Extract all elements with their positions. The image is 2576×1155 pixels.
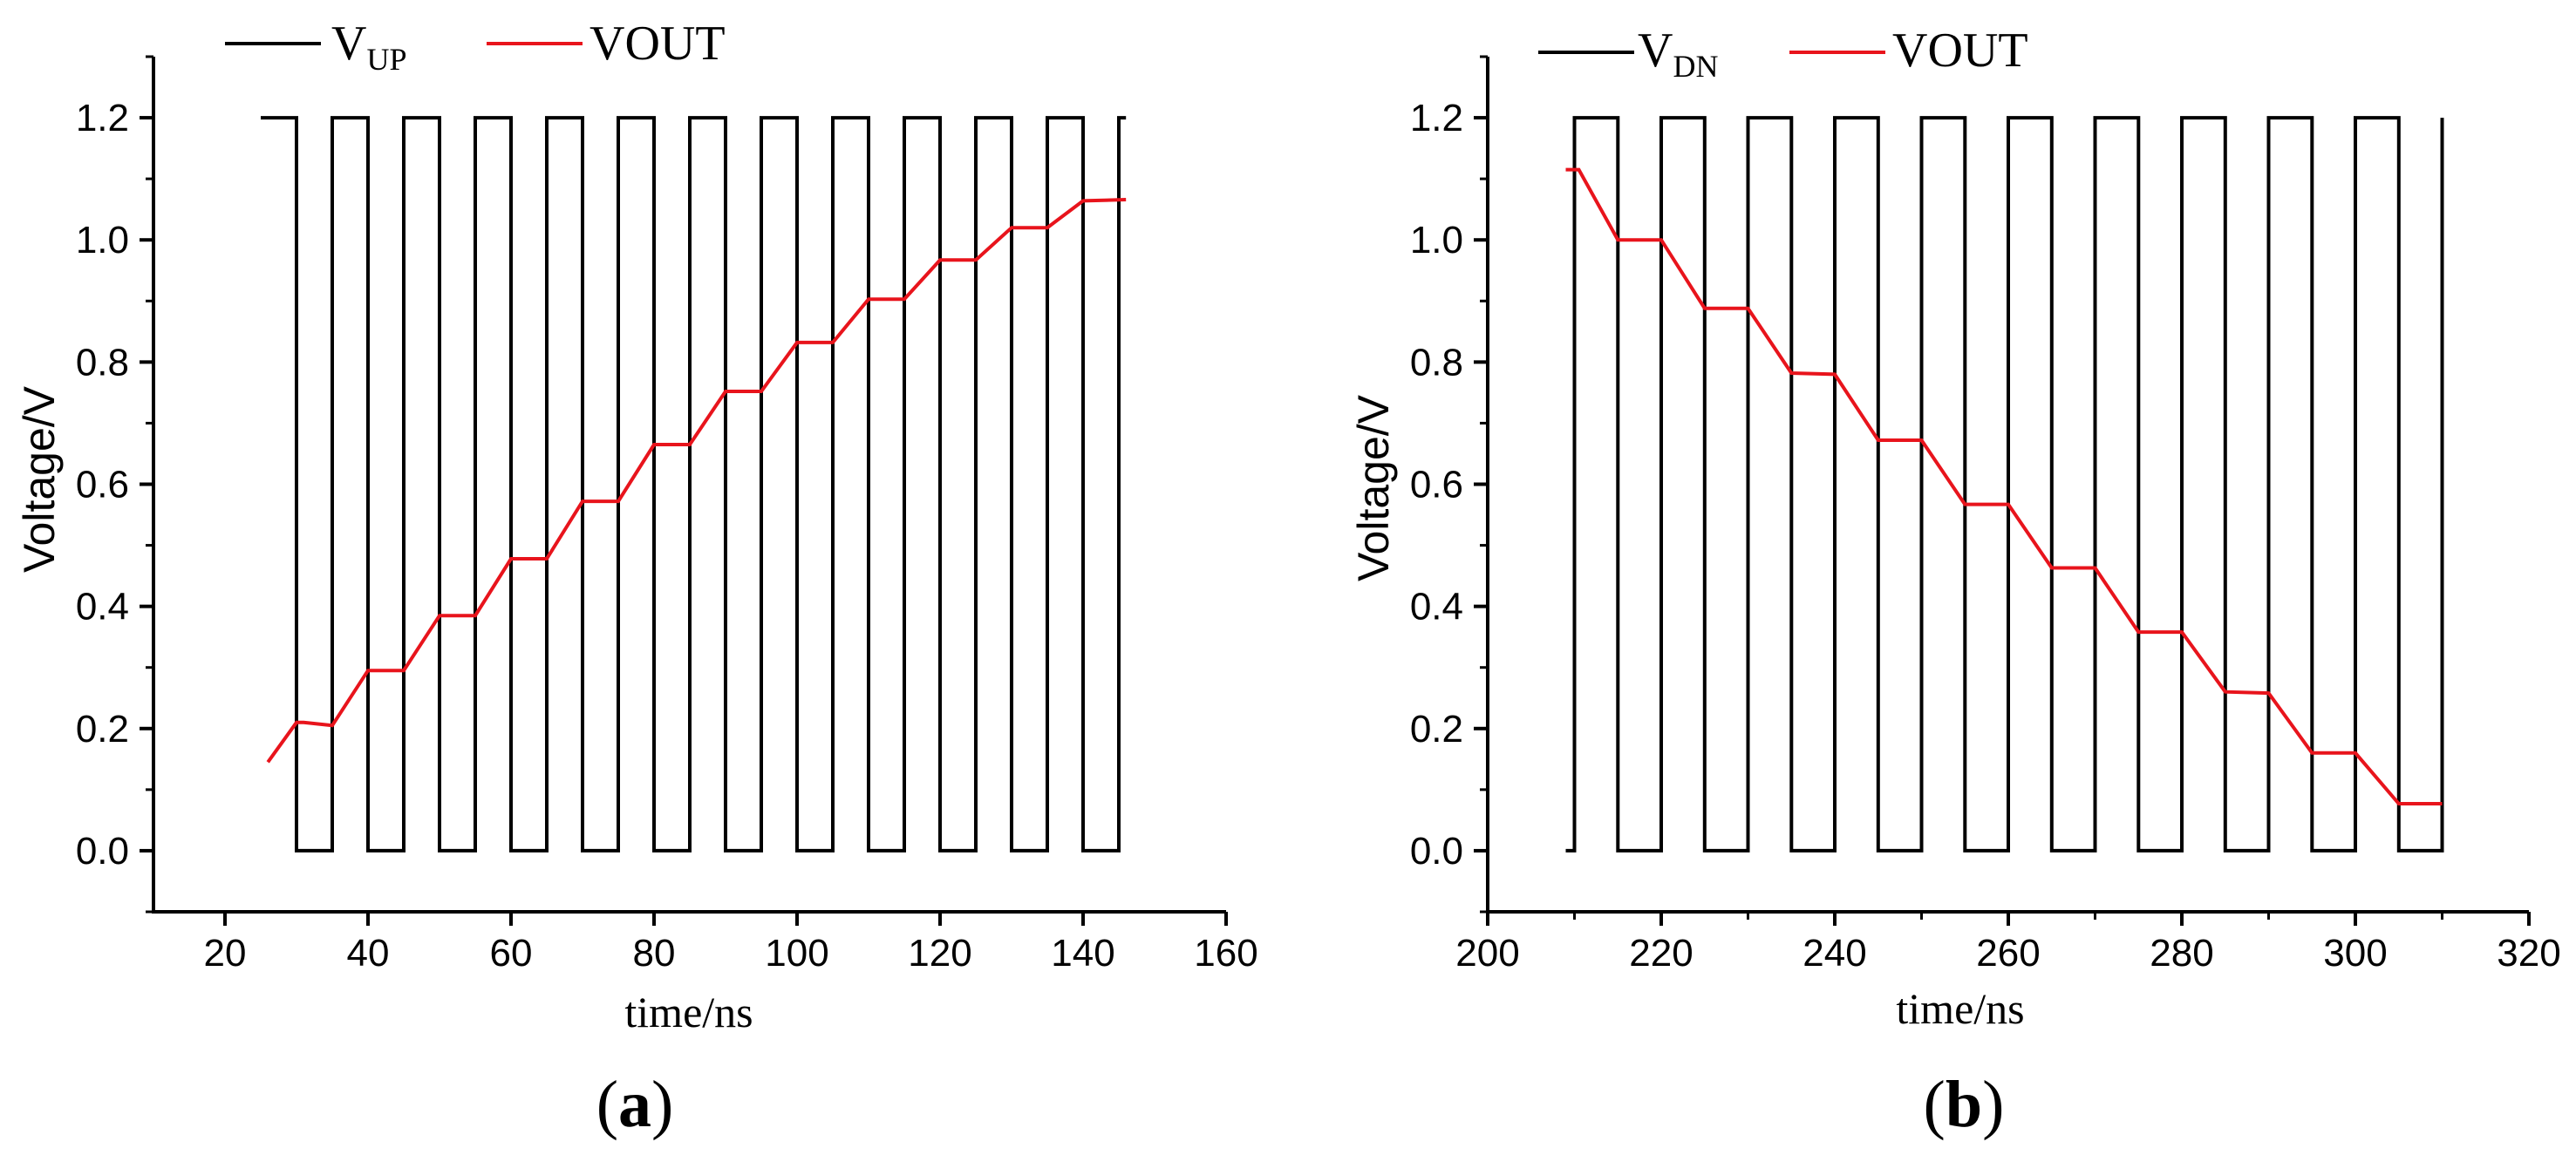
panel-b-legend-vdn-sub: DN (1673, 49, 1718, 84)
panel-a-caption-close: ) (651, 1068, 673, 1141)
panel-a-y-axis-label: Voltage/V (15, 385, 64, 573)
panel-a-legend-vup: VUP (331, 17, 406, 77)
panel-a-x-tick-label: 40 (347, 932, 390, 975)
panel-a-legend-vup-main: V (331, 17, 366, 71)
panel-b-caption-open: ( (1924, 1068, 1946, 1141)
panel-a-series-vup-square-wave (261, 116, 1127, 853)
panel-b-x-tick-label: 300 (2323, 932, 2387, 975)
panel-b-x-tick-label: 220 (1629, 932, 1693, 975)
panel-b-ticks: 200 220 240 260 280 300 320 0.0 0.2 0.4 0.6 0.8 1.0 1… (1410, 55, 2561, 975)
panel-a-y-tick-label: 0.2 (76, 708, 129, 751)
panel-b-y-tick-label: 0.2 (1410, 708, 1463, 751)
panel-b-legend-vout: VOUT (1892, 24, 2028, 78)
panel-a-y-tick-label: 1.2 (76, 97, 129, 139)
panel-b-y-tick-label: 0.6 (1410, 464, 1463, 506)
panel-b-chart: 200 220 240 260 280 300 320 0.0 0.2 0.4 0.6 0.8 1.0 1… (1349, 24, 2561, 1141)
panel-b-legend: VDN VOUT (1538, 24, 2028, 84)
panel-a-x-tick-label: 20 (204, 932, 247, 975)
panel-b-y-tick-label: 1.2 (1410, 97, 1463, 139)
panel-a-y-tick-label: 0.8 (76, 341, 129, 384)
panel-a-y-tick-label: 0.4 (76, 586, 129, 628)
panel-b-series-vout-line (1565, 167, 2443, 805)
panel-b-x-tick-label: 200 (1455, 932, 1519, 975)
panel-b-y-tick-label: 0.4 (1410, 586, 1463, 628)
panel-a-y-tick-label: 0.0 (76, 830, 129, 873)
panel-b-legend-vdn: VDN (1638, 24, 1718, 84)
panel-a-caption: (a) (596, 1068, 674, 1141)
panel-a-x-tick-label: 100 (765, 932, 828, 975)
panel-b-x-tick-label: 320 (2497, 932, 2560, 975)
panel-a-ticks: 20 40 60 80 100 120 140 160 0.0 0.2 0.4 0.6 0.8 1.0 1.… (76, 55, 1258, 975)
panel-a-x-tick-label: 120 (908, 932, 971, 975)
panel-a-y-tick-label: 0.6 (76, 464, 129, 506)
panel-b-caption-close: ) (1982, 1068, 2004, 1141)
panel-a-legend: VUP VOUT (225, 17, 726, 77)
panel-a-x-axis-label: time/ns (624, 988, 753, 1036)
panel-b-caption: (b) (1924, 1068, 2005, 1141)
panel-b-legend-vdn-main: V (1638, 24, 1673, 78)
panel-b-series-vdn-square-wave (1565, 116, 2444, 853)
panel-b-caption-letter: b (1946, 1068, 1982, 1141)
panel-a-legend-vup-sub: UP (366, 42, 406, 77)
panel-b-plot-layer (1565, 116, 2444, 853)
panel-a-x-tick-label: 80 (633, 932, 676, 975)
panel-b-x-tick-label: 260 (1976, 932, 2040, 975)
panel-b-x-tick-label: 280 (2150, 932, 2213, 975)
panel-a-y-tick-label: 1.0 (76, 219, 129, 262)
panel-a-caption-letter: a (618, 1068, 651, 1141)
panel-a-x-tick-label: 60 (490, 932, 533, 975)
panel-a-x-tick-label: 140 (1051, 932, 1114, 975)
panel-b-y-axis-label: Voltage/V (1349, 394, 1398, 581)
panel-a-chart: 20 40 60 80 100 120 140 160 0.0 0.2 0.4 0.6 0.8 1.0 1.… (15, 17, 1258, 1141)
panel-b-y-tick-label: 1.0 (1410, 219, 1463, 262)
panel-b-x-axis-label: time/ns (1896, 984, 2024, 1033)
panel-a-x-tick-label: 160 (1194, 932, 1257, 975)
panel-a-legend-vout: VOUT (589, 17, 726, 71)
panel-b-y-tick-label: 0.8 (1410, 341, 1463, 384)
panel-b-y-tick-label: 0.0 (1410, 830, 1463, 873)
panel-b-x-tick-label: 240 (1803, 932, 1866, 975)
panel-a-caption-open: ( (596, 1068, 618, 1141)
panel-a-series-vout-line (266, 198, 1127, 764)
panel-a-plot-layer (261, 116, 1127, 853)
